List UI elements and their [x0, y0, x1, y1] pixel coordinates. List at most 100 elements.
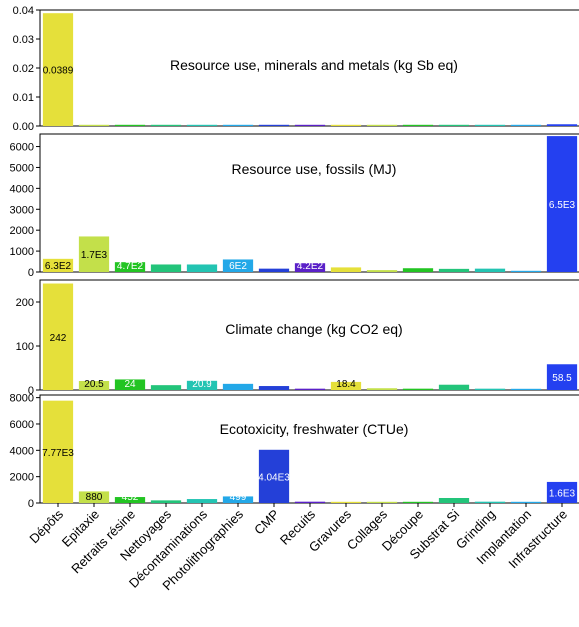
bar-2-13 [474, 268, 506, 272]
bar-3-7 [258, 386, 290, 390]
bar-3-8 [294, 388, 326, 390]
y-tick-label: 6000 [10, 142, 34, 154]
panel-3: 0 100 200 242 20.5 24 20.9 18.4 58.5 Climate chan… [16, 279, 579, 397]
bar-3-9 [330, 381, 362, 390]
data-label: 6E2 [229, 261, 247, 272]
bar-4-14 [510, 501, 542, 503]
bar-2-12 [438, 268, 470, 272]
bar-4-11 [402, 501, 434, 503]
y-tick-label: 1000 [10, 246, 34, 258]
x-tick-label: CMP [251, 507, 282, 538]
y-tick-label: 0 [28, 498, 34, 510]
bar-1-13 [474, 124, 506, 126]
y-tick-label: 4000 [10, 183, 34, 195]
data-label: 0.0389 [43, 66, 74, 77]
bar-4-13 [474, 501, 506, 503]
y-tick-label: 100 [16, 341, 34, 353]
y-tick-label: 5000 [10, 162, 34, 174]
panel-frame [39, 394, 579, 504]
bar-4-12 [438, 497, 470, 503]
y-tick-label: 0.00 [13, 121, 34, 133]
bar-2-7 [258, 268, 290, 272]
bar-3-12 [438, 384, 470, 390]
bar-1-10 [366, 124, 398, 126]
bar-2-4 [150, 264, 182, 272]
bar-4-7 [258, 449, 290, 503]
data-label: 7.77E3 [42, 448, 74, 459]
data-label: 4.7E2 [117, 261, 144, 272]
bar-4-1 [42, 400, 74, 503]
bar-3-15 [546, 364, 578, 390]
bar-4-6 [222, 496, 254, 503]
data-label: 452 [122, 492, 139, 503]
y-tick-label: 2000 [10, 225, 34, 237]
data-label: 4.04E3 [258, 472, 290, 483]
bar-1-3 [114, 124, 146, 126]
bar-3-5 [186, 380, 218, 390]
panel-title: Ecotoxicity, freshwater (CTUe) [220, 421, 409, 437]
y-tick-label: 3000 [10, 204, 34, 216]
panel-1: 0.00 0.01 0.02 0.03 0.04 0.0389 Resource use, … [13, 5, 579, 133]
bar-3-13 [474, 388, 506, 390]
y-tick-label: 0 [28, 385, 34, 397]
bar-4-3 [114, 497, 146, 503]
data-label: 20.9 [192, 379, 212, 390]
bar-1-5 [186, 124, 218, 126]
bar-1-11 [402, 124, 434, 126]
bar-4-5 [186, 499, 218, 503]
y-tick-label: 2000 [10, 472, 34, 484]
y-tick-label: 4000 [10, 445, 34, 457]
y-tick-label: 8000 [10, 393, 34, 405]
panel-4: 0 2000 4000 6000 8000 7.77E3 880 452 499 4.04E3 1.… [10, 393, 579, 510]
bar-1-4 [150, 124, 182, 126]
bar-4-10 [366, 501, 398, 503]
bar-1-14 [510, 124, 542, 126]
data-label: 58.5 [552, 373, 572, 384]
bar-2-10 [366, 270, 398, 272]
data-label: 24 [124, 379, 136, 390]
data-label: 1.7E3 [81, 250, 108, 261]
bar-2-14 [510, 270, 542, 272]
y-tick-label: 0 [28, 267, 34, 279]
y-tick-label: 0.02 [13, 63, 34, 75]
bar-4-15 [546, 481, 578, 503]
bar-2-2 [78, 236, 110, 272]
panel-title: Resource use, fossils (MJ) [232, 161, 397, 177]
panel-title: Climate change (kg CO2 eq) [225, 321, 402, 337]
bar-4-4 [150, 500, 182, 503]
bar-3-14 [510, 388, 542, 390]
bar-3-4 [150, 385, 182, 390]
bar-1-8 [294, 124, 326, 126]
bar-3-2 [78, 380, 110, 390]
bar-1-6 [222, 124, 254, 126]
bar-4-2 [78, 491, 110, 503]
bar-2-11 [402, 268, 434, 272]
data-label: 20.5 [84, 379, 104, 390]
bar-1-7 [258, 124, 290, 126]
bar-2-15 [546, 136, 578, 272]
panel-2: 0 1000 2000 3000 4000 5000 6000 6.3E2 1.7E3 4.7E2… [10, 133, 579, 279]
bar-1-12 [438, 124, 470, 126]
bar-3-10 [366, 388, 398, 390]
y-tick-label: 0.01 [13, 92, 34, 104]
bar-4-8 [294, 501, 326, 503]
bar-1-15 [546, 124, 578, 126]
data-label: 242 [50, 333, 67, 344]
bar-3-1 [42, 283, 74, 390]
data-label: 499 [230, 492, 247, 503]
y-tick-label: 200 [16, 297, 34, 309]
bar-1-2 [78, 124, 110, 126]
bar-3-3 [114, 379, 146, 390]
bar-2-6 [222, 259, 254, 272]
bar-2-1 [42, 258, 74, 272]
data-label: 18.4 [336, 379, 356, 390]
bar-2-5 [186, 264, 218, 272]
data-label: 6.3E2 [45, 261, 72, 272]
bar-3-6 [222, 383, 254, 390]
y-tick-label: 0.04 [13, 5, 34, 17]
bar-1-1 [42, 13, 74, 126]
bar-2-8 [294, 263, 326, 272]
data-label: 1.6E3 [549, 488, 576, 499]
